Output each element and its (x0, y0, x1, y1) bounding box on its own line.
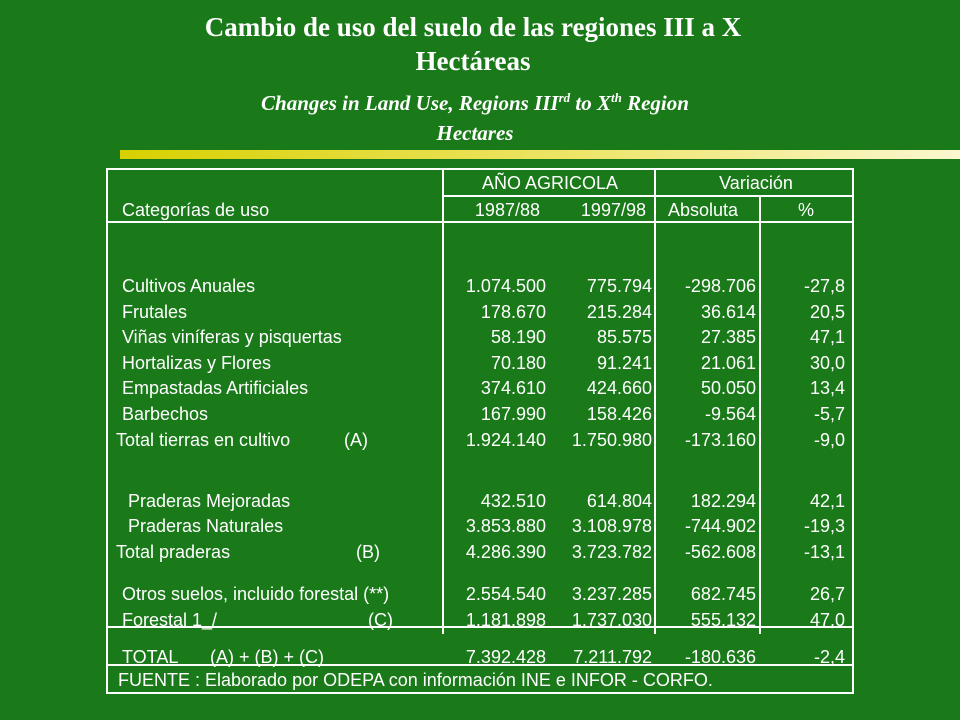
row-1997: 424.660 (586, 378, 652, 398)
header-absolute: Absoluta (668, 200, 739, 220)
title-line-1: Cambio de uso del suelo de las regiones … (204, 12, 742, 42)
row-label: Praderas Naturales (128, 516, 284, 536)
yellow-divider (120, 150, 960, 159)
row-percent: -5,7 (813, 404, 845, 424)
title-line-2: Hectáreas (415, 46, 531, 76)
row-absolute: -9.564 (704, 404, 756, 424)
row-1987: 167.990 (480, 404, 546, 424)
subtitle-line-2: Hectares (436, 121, 514, 145)
row-1987: 2.554.540 (465, 584, 546, 604)
row-1987: 178.670 (480, 302, 546, 322)
row-label: Otros suelos, incluido forestal (**) (122, 584, 390, 604)
subtitle-line-1: Changes in Land Use, Regions IIIrd to Xt… (0, 90, 950, 116)
row-percent: -19,3 (803, 516, 845, 536)
row-1997: 614.804 (586, 491, 652, 511)
row-percent: 47,1 (809, 327, 845, 347)
hline-total-top (108, 626, 852, 628)
row-percent: -27,8 (803, 276, 845, 296)
subtitle-text-a: Changes in Land Use, Regions III (261, 91, 559, 115)
row-absolute: 36.614 (700, 302, 756, 322)
row-tag: (B) (356, 542, 380, 562)
row-label: Frutales (122, 302, 188, 322)
header-1997: 1997/98 (580, 200, 646, 220)
hline-source-top (108, 664, 852, 666)
row-percent: 20,5 (809, 302, 845, 322)
row-absolute: -173.160 (684, 430, 756, 450)
total-1987: 7.392.428 (465, 647, 546, 667)
header-category: Categorías de uso (122, 200, 270, 220)
row-label: Total praderas (116, 542, 231, 562)
row-percent: 13,4 (809, 378, 845, 398)
row-1987: 374.610 (480, 378, 546, 398)
row-percent: 47,0 (809, 610, 845, 630)
total-label: TOTAL (122, 647, 179, 667)
row-1997: 1.750.980 (571, 430, 652, 450)
source-note: FUENTE : Elaborado por ODEPA con informa… (118, 670, 713, 690)
row-1997: 91.241 (596, 353, 652, 373)
row-absolute: 50.050 (700, 378, 756, 398)
row-1997: 3.723.782 (571, 542, 652, 562)
row-1987: 58.190 (490, 327, 546, 347)
header-1987: 1987/88 (474, 200, 540, 220)
row-1987: 1.181.898 (465, 610, 546, 630)
hline-header-bottom (108, 221, 852, 223)
row-label: Forestal 1_/ (122, 610, 218, 630)
total-tag: (A) + (B) + (C) (210, 647, 325, 667)
row-absolute: -298.706 (684, 276, 756, 296)
total-percent: -2,4 (813, 647, 845, 667)
subtitle-text-c: Region (621, 91, 689, 115)
subtitle-sup-rd: rd (558, 90, 571, 105)
header-year-group: AÑO AGRICOLA (481, 173, 619, 193)
row-absolute: 21.061 (700, 353, 756, 373)
row-absolute: -562.608 (684, 542, 756, 562)
row-1997: 3.237.285 (571, 584, 652, 604)
hline-group-header (442, 195, 854, 197)
row-percent: 26,7 (809, 584, 845, 604)
row-absolute: 27.385 (700, 327, 756, 347)
row-percent: -13,1 (803, 542, 845, 562)
row-percent: 30,0 (809, 353, 845, 373)
row-1997: 85.575 (596, 327, 652, 347)
row-1987: 1.074.500 (465, 276, 546, 296)
subtitle-text-b: to X (570, 91, 612, 115)
row-label: Praderas Mejoradas (128, 491, 291, 511)
row-absolute: -744.902 (684, 516, 756, 536)
row-label: Viñas viníferas y pisquertas (122, 327, 342, 347)
row-percent: -9,0 (813, 430, 845, 450)
row-tag: (A) (344, 430, 368, 450)
row-1987: 432.510 (480, 491, 546, 511)
total-absolute: -180.636 (684, 647, 756, 667)
row-label: Barbechos (122, 404, 209, 424)
row-1987: 70.180 (490, 353, 546, 373)
subtitle-sup-th: th (611, 90, 622, 105)
vline-year-variation (654, 170, 656, 634)
land-use-table: AÑO AGRICOLA Variación Categorías de uso… (106, 168, 854, 694)
row-absolute: 182.294 (690, 491, 756, 511)
row-label: Total tierras en cultivo (116, 430, 291, 450)
row-1997: 1.737.030 (571, 610, 652, 630)
vline-abs-pct (759, 196, 761, 634)
vline-category (442, 170, 444, 634)
row-label: Hortalizas y Flores (122, 353, 272, 373)
row-1987: 3.853.880 (465, 516, 546, 536)
row-label: Cultivos Anuales (122, 276, 256, 296)
row-percent: 42,1 (809, 491, 845, 511)
row-1997: 215.284 (586, 302, 652, 322)
row-label: Empastadas Artificiales (122, 378, 309, 398)
row-tag: (C) (368, 610, 393, 630)
header-variation-group: Variación (719, 173, 793, 193)
row-absolute: 555.132 (690, 610, 756, 630)
header-percent: % (798, 200, 815, 220)
row-absolute: 682.745 (690, 584, 756, 604)
total-1997: 7.211.792 (573, 647, 652, 667)
row-1987: 4.286.390 (465, 542, 546, 562)
row-1997: 158.426 (586, 404, 652, 424)
row-1987: 1.924.140 (465, 430, 546, 450)
row-1997: 3.108.978 (571, 516, 652, 536)
row-1997: 775.794 (586, 276, 652, 296)
